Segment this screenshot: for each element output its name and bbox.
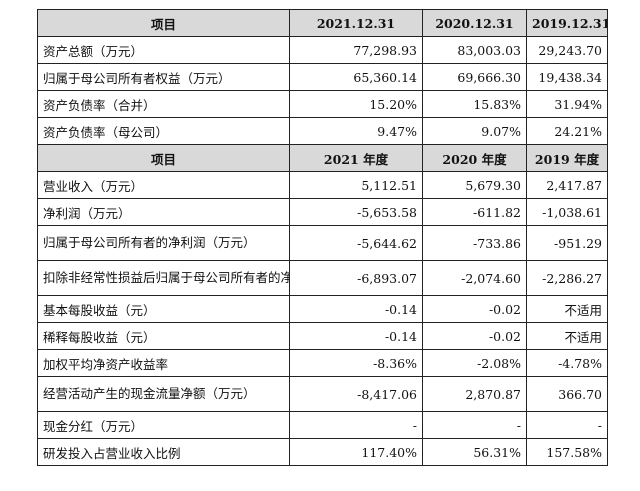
table-row: 资产负债率（合并） 15.20% 15.83% 31.94% <box>37 90 608 118</box>
row-label: 加权平均净资产收益率 <box>37 349 290 377</box>
table-row: 加权平均净资产收益率 -8.36% -2.08% -4.78% <box>37 349 608 377</box>
row-label: 营业收入（万元） <box>37 171 290 199</box>
cell-value: 5,112.51 <box>289 171 423 199</box>
cell-value: -5,644.62 <box>289 225 423 261</box>
cell-value: - <box>422 411 527 439</box>
column-header-period: 2020 年度 <box>422 144 527 172</box>
cell-value: -5,653.58 <box>289 198 423 226</box>
cell-value: 5,679.30 <box>422 171 527 199</box>
cell-value: 117.40% <box>289 438 423 466</box>
cell-value: -2,074.60 <box>422 260 527 296</box>
table-row: 现金分红（万元） - - - <box>37 411 608 439</box>
row-label: 现金分红（万元） <box>37 411 290 439</box>
cell-value: -0.02 <box>422 295 527 323</box>
cell-value: 不适用 <box>526 322 608 350</box>
cell-value: 9.47% <box>289 117 423 145</box>
column-header-period: 2019 年度 <box>526 144 608 172</box>
cell-value: 366.70 <box>526 376 608 412</box>
row-label: 归属于母公司所有者权益（万元） <box>37 63 290 91</box>
table-row: 基本每股收益（元） -0.14 -0.02 不适用 <box>37 295 608 323</box>
row-label: 资产总额（万元） <box>37 36 290 64</box>
row-label: 经营活动产生的现金流量净额（万元） <box>37 376 290 412</box>
row-label: 净利润（万元） <box>37 198 290 226</box>
cell-value: - <box>526 411 608 439</box>
table-row: 资产负债率（母公司） 9.47% 9.07% 24.21% <box>37 117 608 145</box>
row-label: 基本每股收益（元） <box>37 295 290 323</box>
cell-value: 69,666.30 <box>422 63 527 91</box>
cell-value: -2,286.27 <box>526 260 608 296</box>
cell-value: 24.21% <box>526 117 608 145</box>
cell-value: -611.82 <box>422 198 527 226</box>
cell-value: 15.20% <box>289 90 423 118</box>
cell-value: 56.31% <box>422 438 527 466</box>
cell-value: 29,243.70 <box>526 36 608 64</box>
column-header-period: 2021 年度 <box>289 144 423 172</box>
column-header-item: 项目 <box>37 144 290 172</box>
table-row: 归属于母公司所有者权益（万元） 65,360.14 69,666.30 19,438.… <box>37 63 608 91</box>
cell-value: -4.78% <box>526 349 608 377</box>
cell-value: 31.94% <box>526 90 608 118</box>
table-row: 经营活动产生的现金流量净额（万元） -8,417.06 2,870.87 366.70 <box>37 376 608 412</box>
header-row-income: 项目 2021 年度 2020 年度 2019 年度 <box>37 144 608 172</box>
table-row: 净利润（万元） -5,653.58 -611.82 -1,038.61 <box>37 198 608 226</box>
cell-value: 不适用 <box>526 295 608 323</box>
cell-value: 2,870.87 <box>422 376 527 412</box>
cell-value: - <box>289 411 423 439</box>
row-label: 研发投入占营业收入比例 <box>37 438 290 466</box>
cell-value: -951.29 <box>526 225 608 261</box>
cell-value: 2,417.87 <box>526 171 608 199</box>
cell-value: -733.86 <box>422 225 527 261</box>
cell-value: -0.14 <box>289 295 423 323</box>
column-header-period: 2020.12.31 <box>422 9 527 37</box>
row-label: 稀释每股收益（元） <box>37 322 290 350</box>
cell-value: 65,360.14 <box>289 63 423 91</box>
table-row: 资产总额（万元） 77,298.93 83,003.03 29,243.70 <box>37 36 608 64</box>
cell-value: -1,038.61 <box>526 198 608 226</box>
cell-value: -0.02 <box>422 322 527 350</box>
row-label: 资产负债率（母公司） <box>37 117 290 145</box>
cell-value: -6,893.07 <box>289 260 423 296</box>
cell-value: 83,003.03 <box>422 36 527 64</box>
cell-value: -2.08% <box>422 349 527 377</box>
cell-value: 157.58% <box>526 438 608 466</box>
row-label: 资产负债率（合并） <box>37 90 290 118</box>
header-row-balance: 项目 2021.12.31 2020.12.31 2019.12.31 <box>37 9 608 37</box>
column-header-period: 2019.12.31 <box>526 9 608 37</box>
cell-value: 9.07% <box>422 117 527 145</box>
column-header-period: 2021.12.31 <box>289 9 423 37</box>
row-label: 扣除非经常性损益后归属于母公司所有者的净利润（万元） <box>37 260 290 296</box>
table-body: 项目 2021.12.31 2020.12.31 2019.12.31 资产总额（万元）… <box>37 9 608 466</box>
cell-value: -8,417.06 <box>289 376 423 412</box>
cell-value: -8.36% <box>289 349 423 377</box>
cell-value: 77,298.93 <box>289 36 423 64</box>
table-row: 扣除非经常性损益后归属于母公司所有者的净利润（万元）-6,893.07-2,07… <box>37 260 608 296</box>
table-row: 研发投入占营业收入比例 117.40% 56.31% 157.58% <box>37 438 608 466</box>
table-row: 稀释每股收益（元） -0.14 -0.02 不适用 <box>37 322 608 350</box>
cell-value: 19,438.34 <box>526 63 608 91</box>
table-row: 营业收入（万元） 5,112.51 5,679.30 2,417.87 <box>37 171 608 199</box>
table-row: 归属于母公司所有者的净利润（万元） -5,644.62 -733.86 -951.29 <box>37 225 608 261</box>
financial-data-table: 项目 2021.12.31 2020.12.31 2019.12.31 资产总额（万元）… <box>37 9 608 466</box>
cell-value: 15.83% <box>422 90 527 118</box>
column-header-item: 项目 <box>37 9 290 37</box>
row-label: 归属于母公司所有者的净利润（万元） <box>37 225 290 261</box>
cell-value: -0.14 <box>289 322 423 350</box>
